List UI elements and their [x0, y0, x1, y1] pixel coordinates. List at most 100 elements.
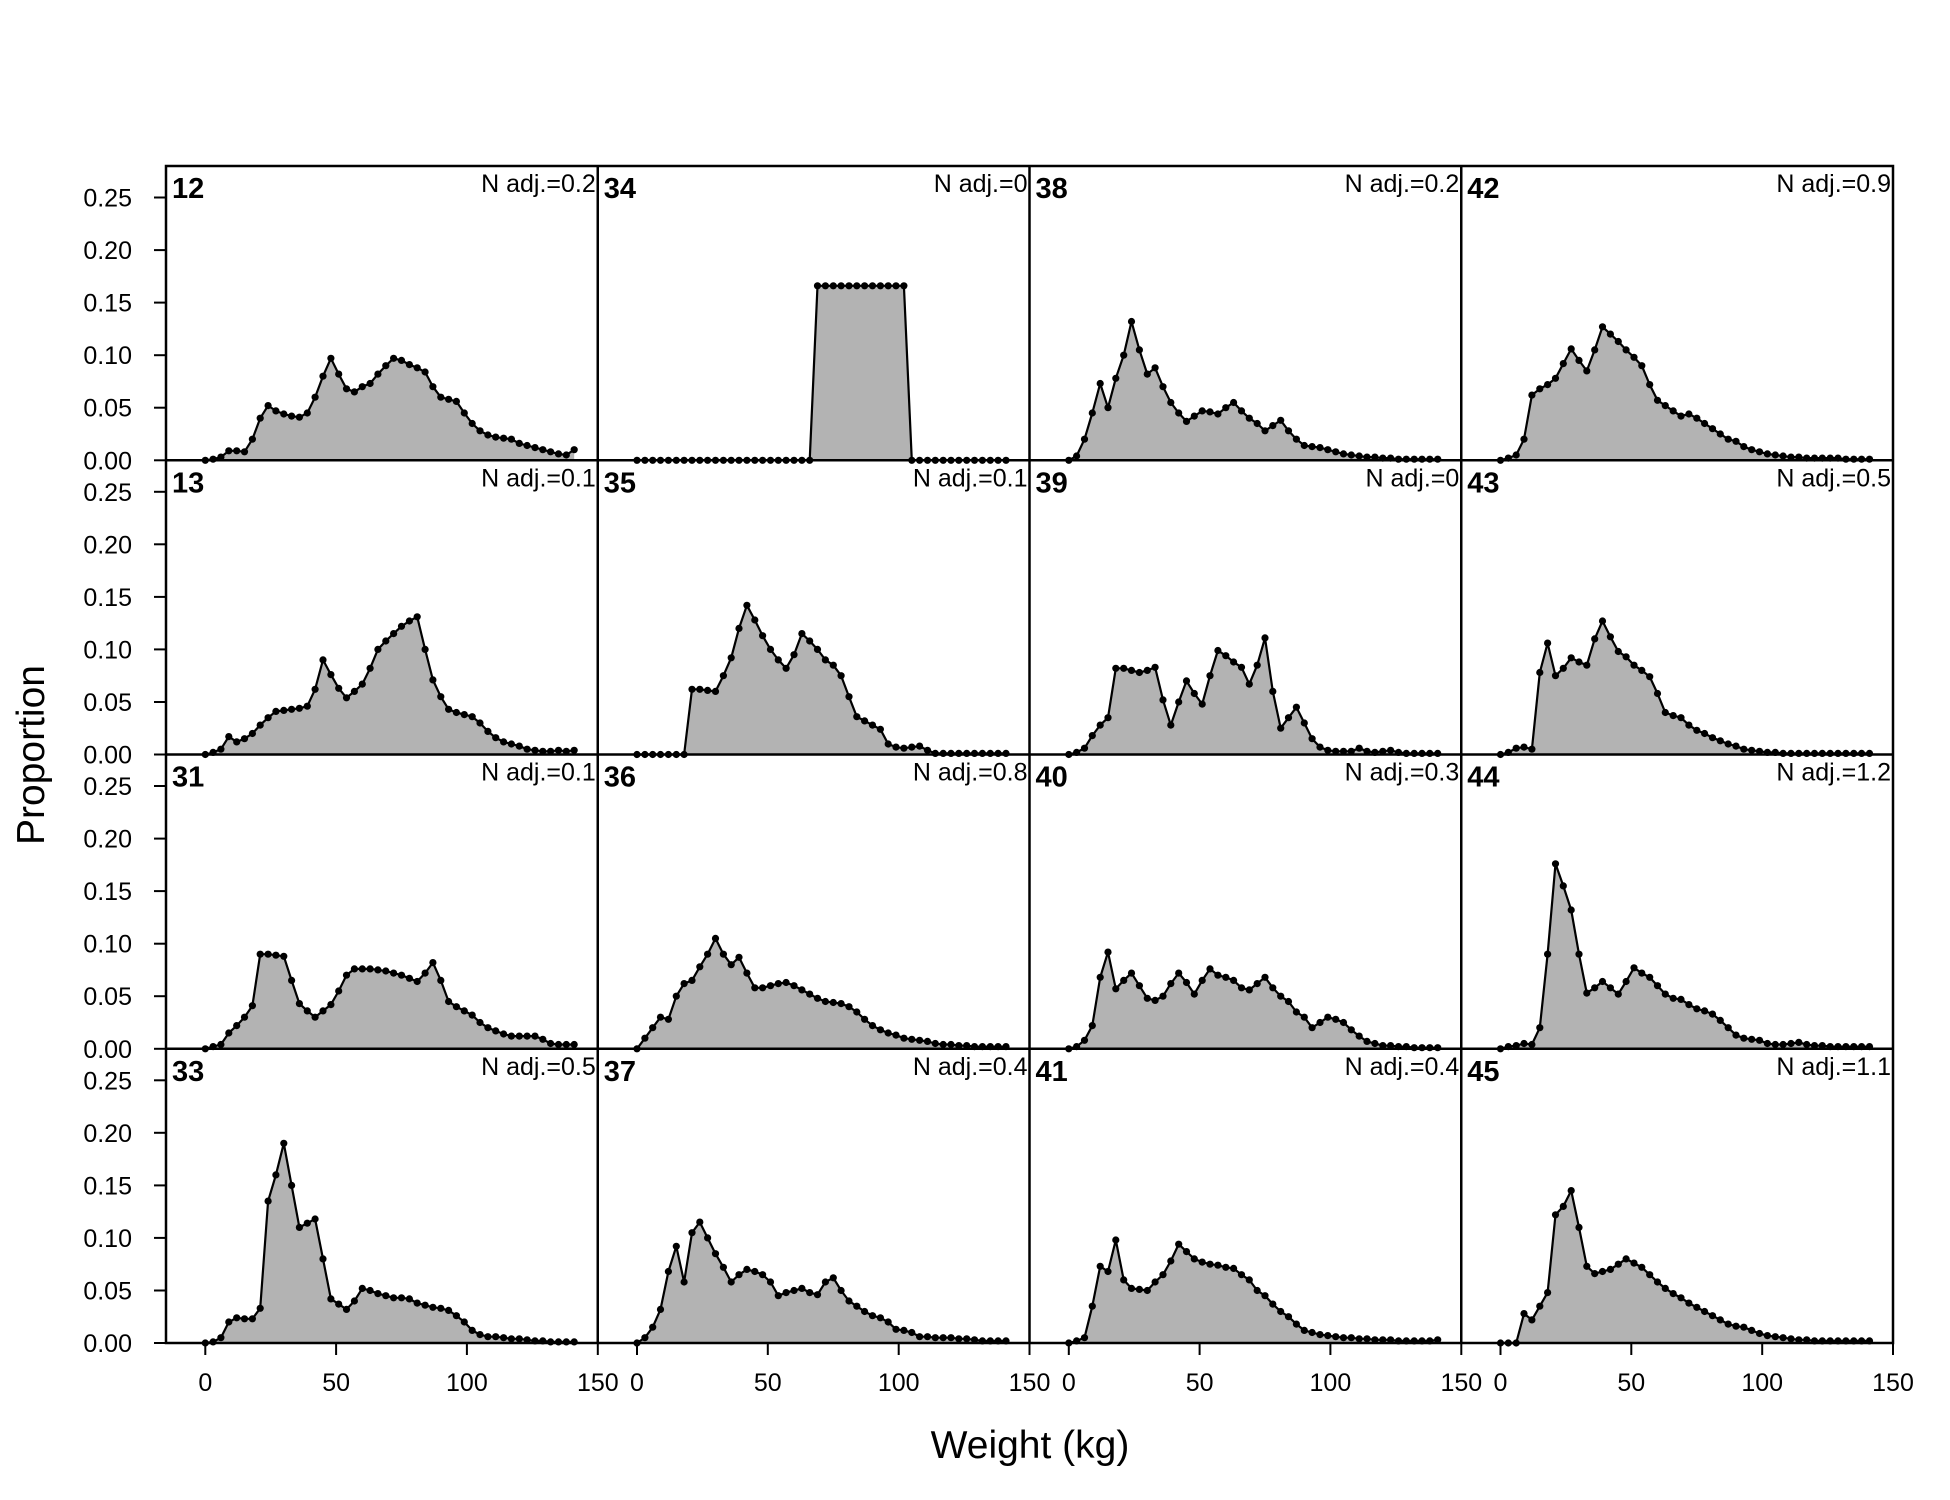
- data-point: [1693, 1005, 1701, 1013]
- nadj-label: N adj.=0.4: [1345, 1053, 1460, 1081]
- nadj-label: N adj.=0.1: [481, 464, 596, 492]
- data-point: [1073, 452, 1081, 460]
- data-point: [1253, 419, 1261, 428]
- data-point: [1708, 425, 1717, 433]
- data-point: [1795, 1038, 1803, 1046]
- data-point: [970, 1336, 979, 1344]
- data-point: [1787, 453, 1795, 461]
- data-point: [1308, 443, 1316, 451]
- data-point: [358, 1284, 366, 1292]
- data-point: [1316, 1331, 1324, 1339]
- data-point: [1606, 330, 1614, 338]
- data-point: [837, 1000, 845, 1008]
- data-point: [900, 1326, 908, 1334]
- data-point: [1646, 973, 1654, 981]
- panel-38: 38 N adj.=0.2: [1036, 170, 1460, 464]
- data-point: [845, 1297, 853, 1305]
- y-tick-label: 0.00: [83, 1330, 132, 1358]
- data-point: [539, 747, 547, 755]
- data-point: [782, 978, 790, 987]
- data-point: [1551, 860, 1560, 868]
- nadj-label: N adj.=0.4: [913, 1053, 1028, 1081]
- data-point: [264, 950, 272, 958]
- data-point: [1190, 689, 1198, 698]
- data-point: [1332, 448, 1340, 456]
- data-point: [350, 965, 358, 973]
- y-tick-label: 0.10: [83, 1225, 132, 1253]
- data-point: [1253, 980, 1261, 988]
- data-point: [1190, 990, 1198, 998]
- data-point: [1583, 1262, 1591, 1270]
- y-tick-label: 0.05: [83, 983, 132, 1011]
- area-fill: [637, 605, 1006, 755]
- data-point: [1559, 1202, 1567, 1210]
- data-point: [955, 1335, 963, 1343]
- data-point: [1528, 1040, 1536, 1049]
- data-point: [342, 694, 351, 702]
- data-point: [327, 1001, 335, 1009]
- data-point: [295, 1223, 303, 1231]
- data-point: [743, 1265, 751, 1273]
- data-point: [437, 693, 445, 701]
- data-point: [342, 1305, 351, 1313]
- data-point: [1127, 1284, 1136, 1292]
- data-point: [1316, 743, 1324, 751]
- data-point: [1748, 1326, 1756, 1334]
- data-point: [468, 1011, 476, 1019]
- data-point: [256, 414, 264, 422]
- panel-44: 44 N adj.=1.2: [1467, 759, 1891, 1053]
- data-point: [1167, 398, 1175, 407]
- data-point: [445, 1306, 453, 1314]
- nadj-label: N adj.=0.9: [1776, 170, 1891, 198]
- data-point: [931, 1039, 939, 1048]
- data-point: [288, 412, 296, 420]
- data-point: [272, 951, 280, 959]
- data-point: [217, 1334, 225, 1342]
- data-point: [1355, 452, 1363, 460]
- data-point: [1653, 396, 1662, 404]
- y-tick-label: 0.05: [83, 689, 132, 717]
- data-point: [350, 388, 358, 396]
- data-point: [798, 630, 806, 638]
- data-point: [719, 672, 728, 680]
- panel-label: 13: [172, 467, 204, 499]
- data-point: [837, 1286, 845, 1295]
- data-point: [452, 708, 460, 717]
- data-point: [727, 961, 735, 969]
- data-point: [680, 1278, 688, 1286]
- data-point: [743, 969, 751, 977]
- data-point: [1614, 337, 1622, 346]
- data-point: [1371, 453, 1379, 461]
- data-point: [641, 1034, 649, 1042]
- data-point: [358, 383, 366, 391]
- data-point: [782, 1289, 790, 1297]
- data-point: [923, 1333, 932, 1341]
- data-point: [1269, 687, 1277, 696]
- panel-36: 36 N adj.=0.8: [604, 759, 1028, 1053]
- data-point: [1253, 1286, 1261, 1295]
- data-point: [1112, 664, 1120, 672]
- y-tick-label: 0.15: [83, 290, 132, 318]
- data-point: [719, 950, 728, 958]
- nadj-label: N adj.=0.2: [1345, 170, 1460, 198]
- data-point: [507, 1032, 515, 1040]
- data-point: [1167, 1257, 1175, 1265]
- data-point: [562, 747, 570, 755]
- data-point: [311, 1215, 319, 1223]
- data-point: [225, 1318, 233, 1326]
- panel-label: 42: [1467, 173, 1499, 205]
- data-point: [1080, 1036, 1089, 1044]
- data-point: [492, 1333, 500, 1341]
- panel-40: 40 N adj.=0.3: [1036, 759, 1459, 1053]
- data-point: [1528, 1316, 1536, 1324]
- y-tick-label: 0.10: [83, 636, 132, 664]
- data-point: [350, 687, 358, 696]
- data-point: [1661, 1284, 1669, 1292]
- data-point: [1606, 1265, 1614, 1273]
- data-point: [1614, 1260, 1622, 1268]
- data-point: [1308, 735, 1316, 743]
- data-point: [264, 714, 272, 722]
- nadj-label: N adj.=0: [934, 170, 1028, 198]
- data-point: [562, 1040, 570, 1049]
- data-point: [437, 976, 445, 985]
